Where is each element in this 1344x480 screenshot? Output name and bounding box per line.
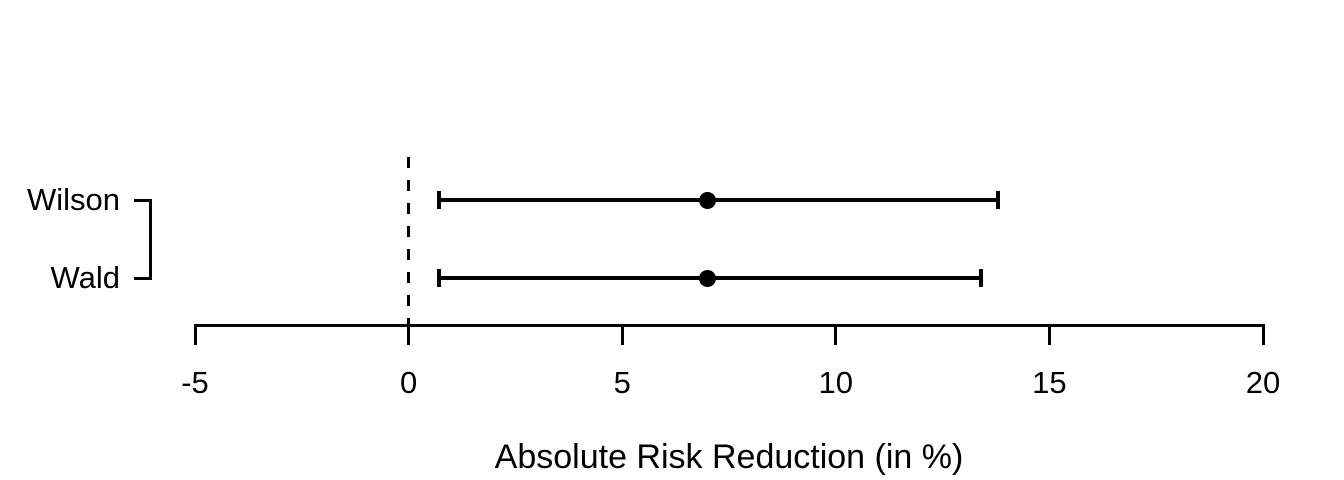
x-axis-tick (1261, 325, 1265, 345)
point-estimate-marker (699, 269, 717, 287)
zero-reference-line (407, 157, 411, 325)
x-axis-title: Absolute Risk Reduction (in %) (494, 438, 964, 476)
y-axis-tick (134, 198, 149, 202)
x-axis-tick-label: 10 (818, 365, 854, 400)
error-bar (438, 198, 999, 202)
x-axis-tick (620, 325, 624, 345)
error-bar-cap-high (996, 191, 1001, 209)
x-axis-tick-label: -5 (181, 365, 209, 400)
x-axis-tick-label: 5 (613, 365, 631, 400)
error-bar-cap-high (979, 269, 984, 287)
point-estimate-marker (699, 191, 717, 209)
x-axis-tick-label: 20 (1245, 365, 1281, 400)
series-label-wald: Wald (50, 260, 120, 295)
x-axis-tick (1047, 325, 1051, 345)
x-axis-line (193, 323, 1265, 327)
error-bar-cap-low (436, 191, 441, 209)
y-axis-tick (134, 276, 149, 280)
series-label-wilson: Wilson (26, 182, 120, 217)
x-axis-tick-label: 0 (399, 365, 418, 400)
x-axis-tick (193, 325, 197, 345)
y-axis-line (149, 198, 152, 280)
x-axis-tick (834, 325, 838, 345)
x-axis-tick (407, 325, 411, 345)
error-bar-cap-low (436, 269, 441, 287)
x-axis-tick-label: 15 (1032, 365, 1067, 400)
